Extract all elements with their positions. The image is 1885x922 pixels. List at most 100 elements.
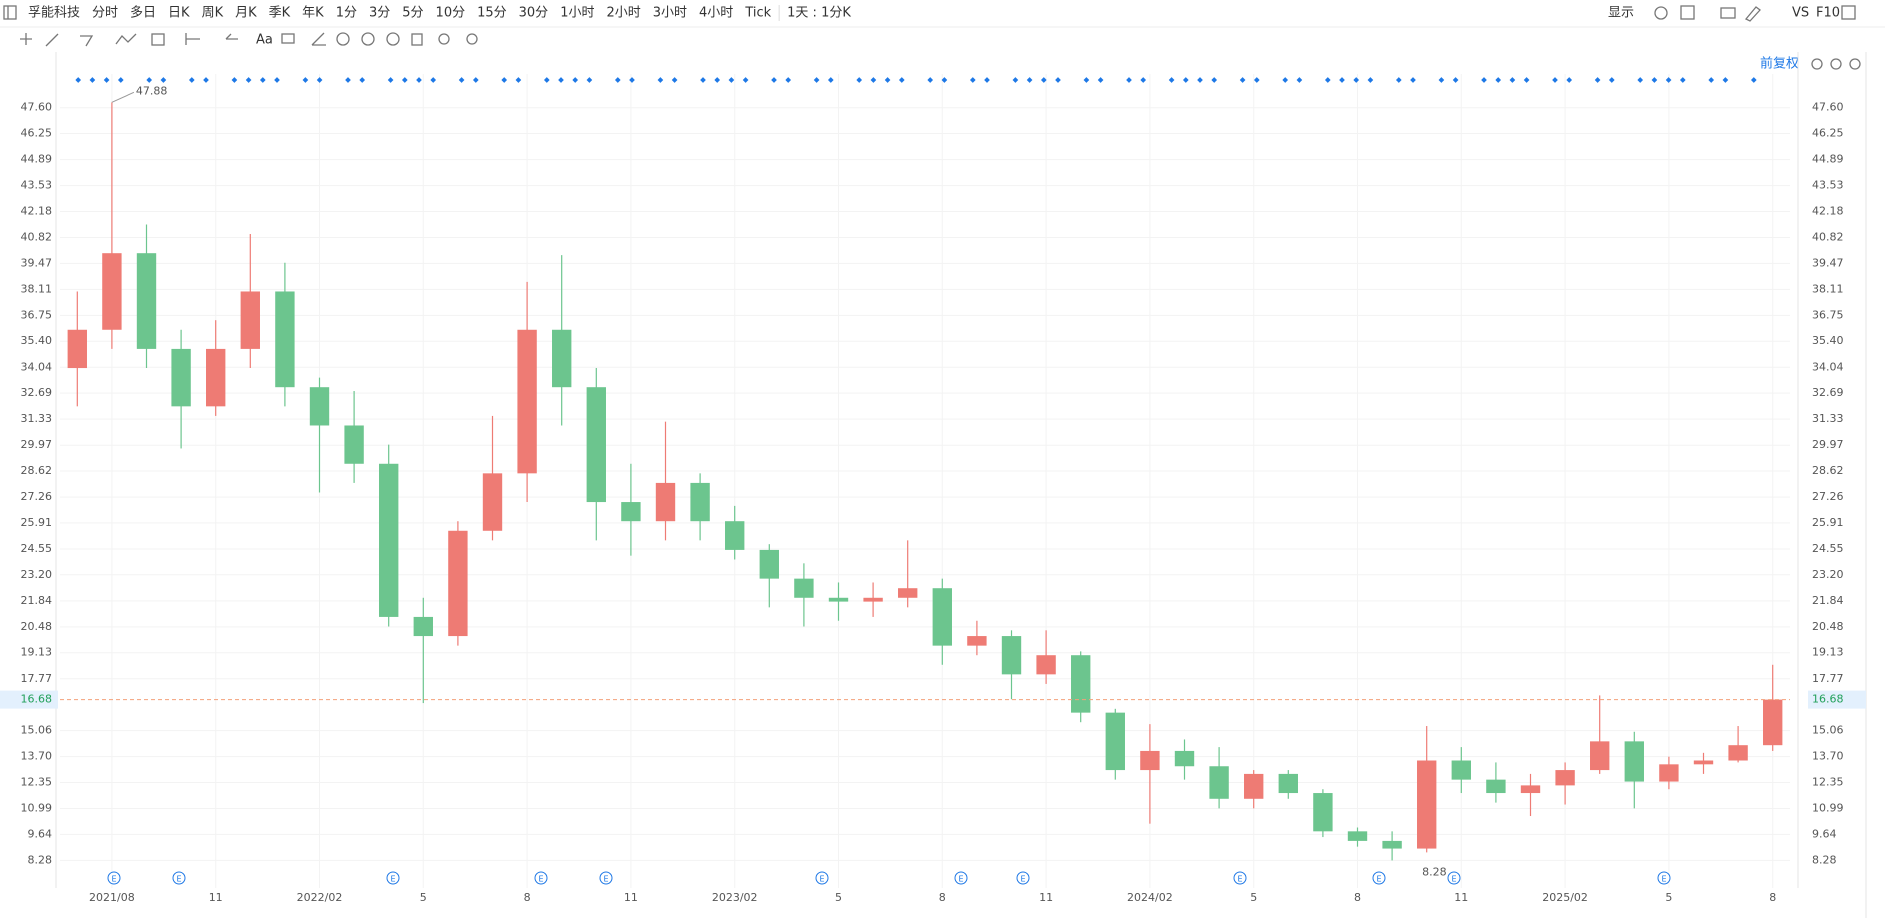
vs-button[interactable]: VS bbox=[1792, 6, 1809, 21]
earnings-marker[interactable] bbox=[1657, 871, 1671, 885]
x-tick-label: 11 bbox=[624, 891, 638, 904]
camera-icon[interactable] bbox=[1720, 7, 1736, 19]
y-tick-label: 32.69 bbox=[21, 386, 53, 399]
magnet-tool[interactable] bbox=[336, 32, 350, 46]
period-button[interactable]: 10分 bbox=[436, 6, 466, 21]
compare-tool[interactable] bbox=[438, 33, 450, 45]
earnings-marker[interactable] bbox=[1233, 871, 1247, 885]
last-price-box-right bbox=[1808, 690, 1866, 709]
period-button[interactable]: 月K bbox=[235, 6, 257, 21]
adjust-mode[interactable]: 前复权 bbox=[1760, 56, 1799, 72]
period-button[interactable]: 30分 bbox=[519, 6, 549, 21]
period-button[interactable]: 1小时 bbox=[560, 6, 594, 21]
arrow-tool[interactable] bbox=[225, 33, 238, 40]
y-tick-label-right: 39.47 bbox=[1812, 256, 1844, 269]
earnings-marker[interactable] bbox=[172, 871, 186, 885]
event-dot bbox=[1012, 77, 1019, 83]
line-tool[interactable] bbox=[45, 33, 59, 47]
candle-body bbox=[655, 482, 676, 522]
display-menu[interactable]: 显示 bbox=[1608, 6, 1634, 21]
delete-tool[interactable] bbox=[411, 33, 423, 46]
x-tick-label: 8 bbox=[1354, 891, 1361, 904]
period-button[interactable]: 1分 bbox=[336, 6, 357, 21]
period-button[interactable]: 周K bbox=[202, 6, 224, 21]
earnings-marker[interactable] bbox=[386, 871, 400, 885]
earnings-marker[interactable] bbox=[107, 871, 121, 885]
period-button[interactable]: 5分 bbox=[402, 6, 423, 21]
candle-body bbox=[1659, 764, 1679, 782]
move-tool[interactable] bbox=[20, 33, 32, 45]
y-tick-label-right: 15.06 bbox=[1812, 724, 1844, 737]
fib-tool[interactable] bbox=[151, 33, 165, 46]
period-button[interactable]: 多日 bbox=[130, 5, 156, 21]
period-button[interactable]: 季K bbox=[269, 6, 291, 21]
event-dot bbox=[572, 77, 579, 83]
candle-body bbox=[794, 578, 814, 598]
period-button[interactable]: 3分 bbox=[369, 6, 390, 21]
event-dot bbox=[458, 77, 465, 83]
interval-select[interactable]: 1天 : 1分K bbox=[787, 6, 851, 21]
earnings-marker[interactable] bbox=[954, 871, 968, 885]
earnings-marker[interactable] bbox=[1447, 871, 1461, 885]
period-button[interactable]: 2小时 bbox=[606, 6, 640, 21]
pen-icon[interactable] bbox=[1744, 6, 1761, 22]
channel-tool[interactable] bbox=[80, 35, 94, 47]
candle-body bbox=[1486, 779, 1506, 794]
measure-tool[interactable] bbox=[185, 33, 200, 45]
event-dot bbox=[1055, 77, 1061, 83]
earnings-marker[interactable] bbox=[815, 871, 829, 885]
panel-icon[interactable] bbox=[1841, 5, 1856, 20]
earnings-letter: E bbox=[390, 875, 395, 884]
symbol[interactable]: 孚能科技 bbox=[28, 6, 80, 21]
candle-body bbox=[1555, 770, 1575, 786]
settings-icon[interactable] bbox=[1654, 6, 1668, 20]
period-button[interactable]: Tick bbox=[744, 6, 771, 21]
note-tool[interactable] bbox=[281, 33, 295, 44]
earnings-marker[interactable] bbox=[599, 871, 613, 885]
angle-tool[interactable] bbox=[311, 32, 326, 46]
hide-tool[interactable] bbox=[386, 32, 400, 46]
text-tool[interactable]: Aa bbox=[256, 33, 273, 48]
period-button[interactable]: 日K bbox=[168, 6, 190, 21]
y-tick-label: 27.26 bbox=[21, 490, 53, 503]
event-dot bbox=[657, 77, 664, 83]
y-tick-label-right: 38.11 bbox=[1812, 282, 1844, 295]
earnings-marker[interactable] bbox=[1016, 871, 1030, 885]
lock-tool[interactable] bbox=[361, 32, 375, 46]
y-tick-label: 15.06 bbox=[21, 724, 53, 737]
candle-body bbox=[206, 348, 226, 407]
wave-tool[interactable] bbox=[115, 33, 137, 45]
f10-button[interactable]: F10 bbox=[1816, 6, 1840, 21]
candle-body bbox=[1174, 750, 1195, 767]
x-tick-label: 5 bbox=[1250, 891, 1257, 904]
y-tick-label: 40.82 bbox=[21, 230, 53, 243]
period-button[interactable]: 3小时 bbox=[653, 6, 687, 21]
candle-body bbox=[1244, 773, 1264, 799]
period-button[interactable]: 4小时 bbox=[699, 6, 733, 21]
candle-body bbox=[1590, 741, 1610, 771]
period-button[interactable]: 分时 bbox=[92, 6, 118, 21]
y-tick-label: 29.97 bbox=[21, 438, 53, 451]
period-button[interactable]: 15分 bbox=[477, 6, 507, 21]
earnings-letter: E bbox=[603, 875, 608, 884]
sidebar-toggle[interactable] bbox=[3, 5, 17, 20]
y-tick-label-right: 24.55 bbox=[1812, 542, 1844, 555]
earnings-marker[interactable] bbox=[1372, 871, 1386, 885]
y-tick-label: 12.35 bbox=[21, 776, 53, 789]
zoom-in-icon[interactable] bbox=[1849, 58, 1861, 70]
tool-settings[interactable] bbox=[466, 33, 478, 45]
chart: 47.60 47.60 46.25 46.25 44.89 44.89 43.53 43.53… bbox=[0, 52, 1866, 904]
earnings-marker[interactable] bbox=[534, 871, 548, 885]
event-dot bbox=[1168, 77, 1175, 83]
zoom-out-icon[interactable] bbox=[1830, 58, 1842, 70]
layout-icon[interactable] bbox=[1680, 5, 1695, 20]
y-tick-label-right: 21.84 bbox=[1812, 594, 1844, 607]
y-tick-label-right: 40.82 bbox=[1812, 230, 1844, 243]
candle-body bbox=[1313, 793, 1333, 832]
period-button[interactable]: 年K bbox=[302, 6, 324, 21]
event-dot bbox=[401, 77, 408, 83]
x-tick-label: 2023/02 bbox=[712, 891, 758, 904]
event-dot bbox=[1481, 77, 1487, 83]
undo-icon[interactable] bbox=[1811, 58, 1823, 70]
earnings-letter: E bbox=[1020, 875, 1025, 884]
